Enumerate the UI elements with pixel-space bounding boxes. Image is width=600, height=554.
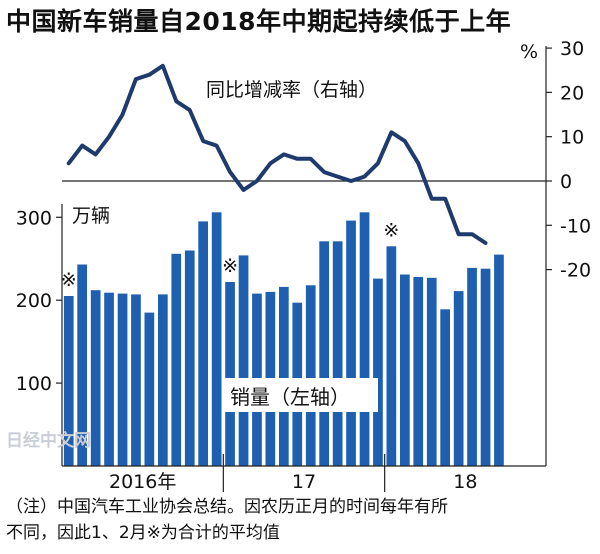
right-tick-label: 10	[560, 127, 584, 149]
left-tick-label: 200	[16, 290, 52, 312]
sales-bar	[104, 292, 114, 466]
sales-bar	[467, 267, 477, 466]
sales-bar	[90, 290, 101, 466]
sales-bar	[400, 274, 410, 466]
right-tick-label: -20	[560, 260, 591, 282]
footnote-line-1: （注）中国汽车工业协会总结。因农历正月的时间每年有所	[6, 497, 448, 517]
sales-bar	[453, 291, 464, 466]
sales-bar	[211, 212, 222, 466]
watermark-logo: 日经中文网	[6, 430, 91, 451]
sales-series-label: 销量（左轴）	[230, 385, 350, 409]
sales-bar	[319, 241, 329, 466]
sales-bar	[198, 221, 208, 466]
sales-bar	[426, 277, 437, 466]
sales-bar	[305, 285, 316, 466]
average-marker: ※	[61, 269, 77, 291]
sales-bar	[373, 278, 383, 466]
sales-bar	[413, 277, 424, 466]
left-tick-label: 300	[16, 207, 52, 229]
chart-title: 中国新车销量自2018年中期起持续低于上年	[6, 7, 512, 36]
left-tick-label: 100	[16, 373, 52, 395]
year-label: 17	[292, 471, 316, 493]
left-axis-unit: 万辆	[72, 205, 110, 227]
right-tick-label: 0	[560, 171, 572, 193]
right-tick-label: 20	[560, 82, 584, 104]
sales-bar	[494, 254, 504, 466]
average-marker: ※	[383, 219, 399, 241]
sales-bar	[184, 250, 195, 466]
sales-bar	[63, 296, 74, 466]
sales-bar	[440, 309, 450, 466]
footnote: （注）中国汽车工业协会总结。因农历正月的时间每年有所 不同，因此1、2月※为合计…	[6, 494, 596, 546]
sales-bar	[171, 253, 182, 466]
right-axis-unit: %	[520, 41, 538, 63]
sales-bar	[158, 294, 168, 466]
sales-bar	[480, 268, 491, 466]
sales-bar	[117, 293, 128, 466]
sales-bar	[279, 286, 289, 466]
growth-rate-line	[66, 63, 488, 245]
sales-bar	[131, 294, 141, 466]
year-label: 2016年	[109, 471, 176, 493]
sales-bar	[144, 312, 155, 466]
right-tick-label: 30	[560, 38, 584, 60]
sales-bar	[346, 220, 356, 466]
growth-rate-series-label: 同比增减率（右轴）	[206, 79, 377, 101]
sales-label-bg	[222, 378, 378, 412]
sales-bar	[77, 264, 87, 466]
sales-bar	[386, 246, 397, 466]
sales-bar	[225, 282, 235, 466]
sales-bar	[332, 241, 343, 466]
sales-bar	[359, 212, 370, 466]
sales-bar	[238, 255, 249, 466]
year-label: 18	[453, 471, 477, 493]
footnote-line-2: 不同，因此1、2月※为合计的平均值	[6, 523, 280, 543]
right-tick-label: -10	[560, 215, 591, 237]
average-marker: ※	[222, 255, 238, 277]
